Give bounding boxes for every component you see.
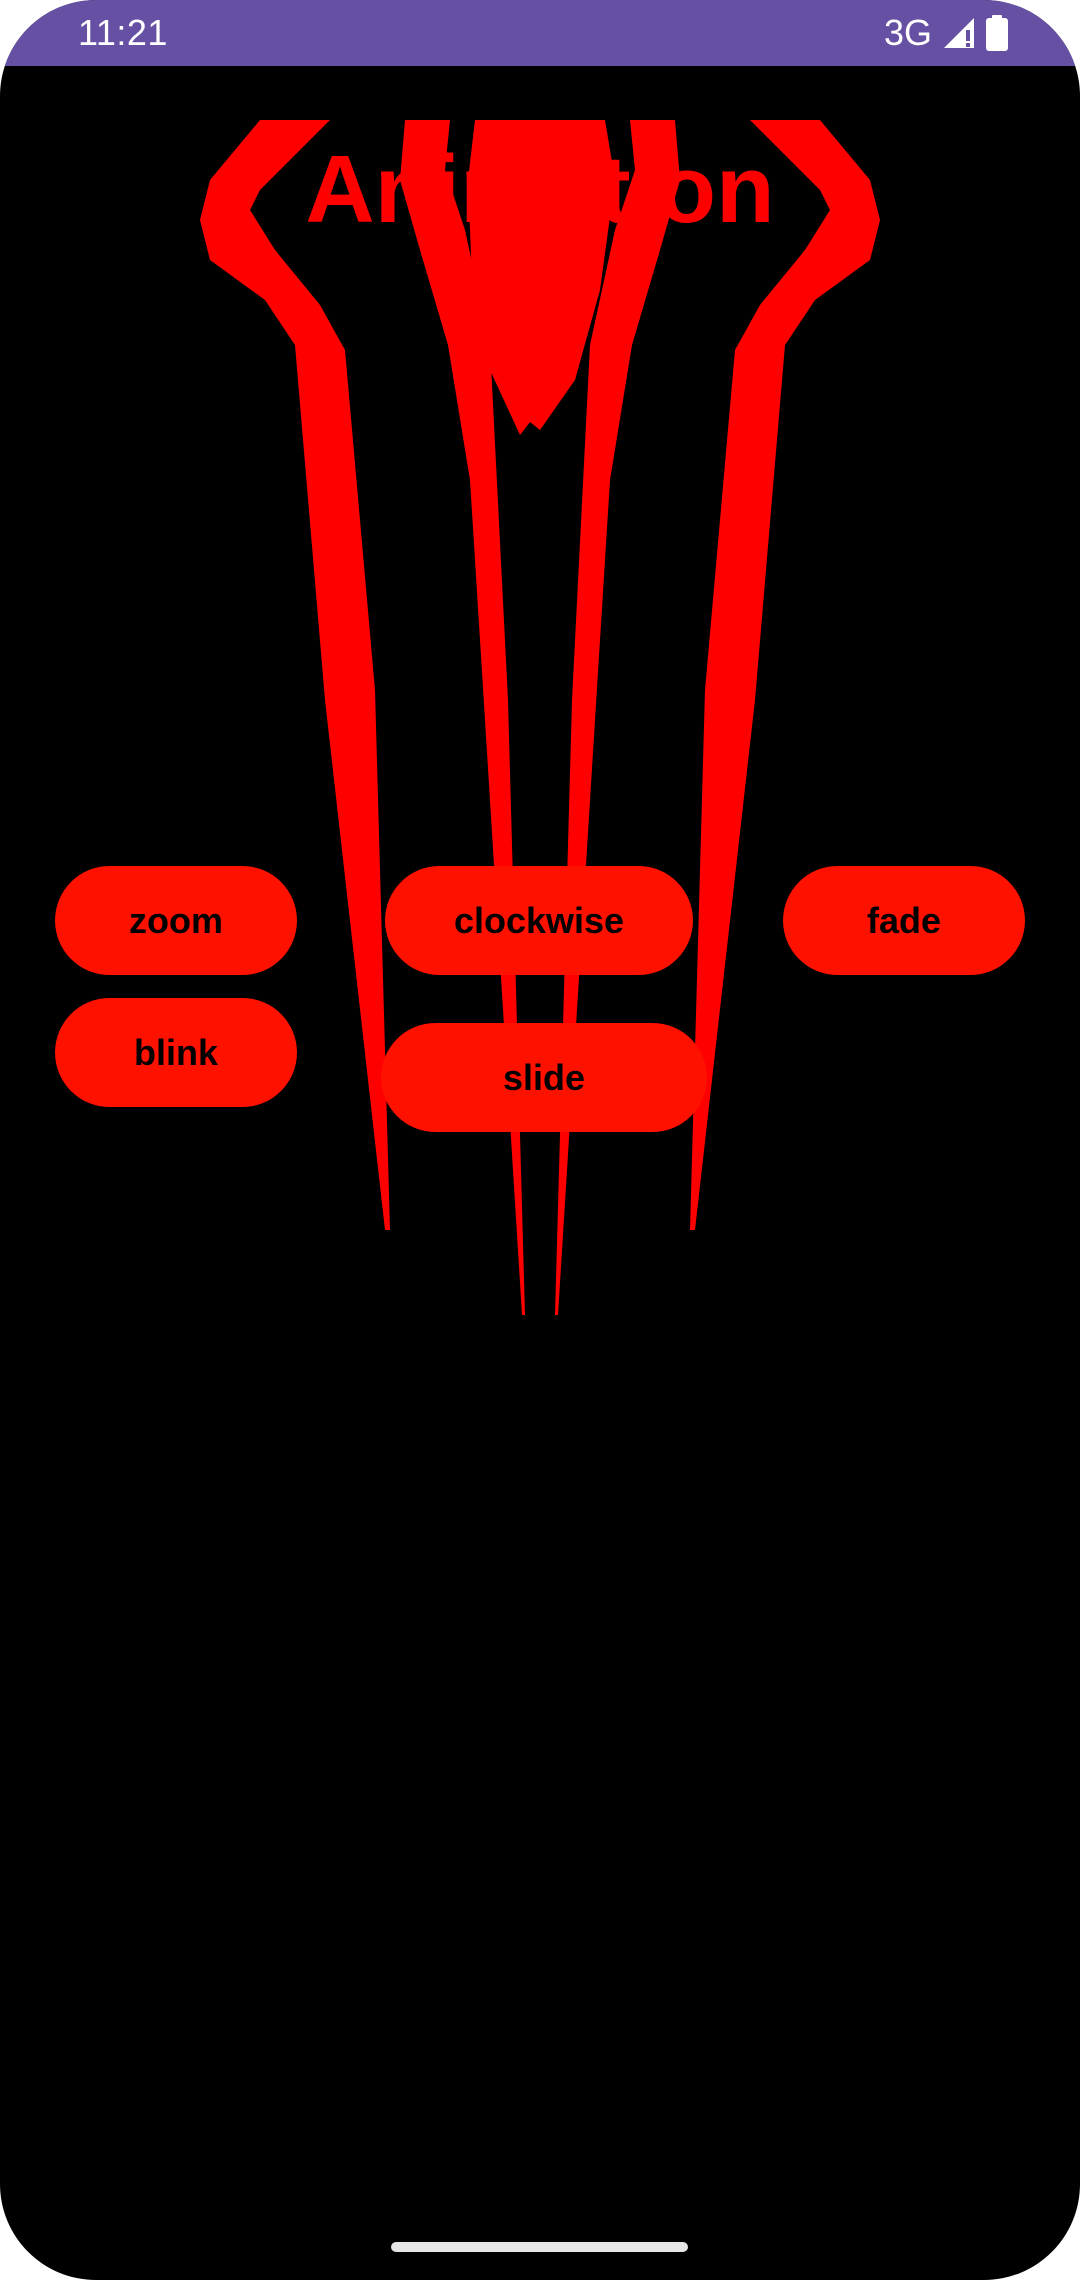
status-icons: 3G: [884, 12, 1008, 54]
blink-button[interactable]: blink: [55, 998, 297, 1107]
status-bar: 11:21 3G: [0, 0, 1080, 66]
spider-logo-image: [200, 120, 880, 1315]
gesture-nav-handle[interactable]: [391, 2242, 688, 2252]
status-time: 11:21: [78, 12, 168, 53]
battery-icon: [986, 15, 1008, 51]
network-type: 3G: [883, 12, 932, 53]
clockwise-button[interactable]: clockwise: [385, 866, 693, 975]
slide-button[interactable]: slide: [381, 1023, 707, 1132]
signal-icon: [942, 16, 976, 50]
zoom-button[interactable]: zoom: [55, 866, 297, 975]
page-title: Animation: [305, 136, 775, 243]
fade-button[interactable]: fade: [783, 866, 1025, 975]
